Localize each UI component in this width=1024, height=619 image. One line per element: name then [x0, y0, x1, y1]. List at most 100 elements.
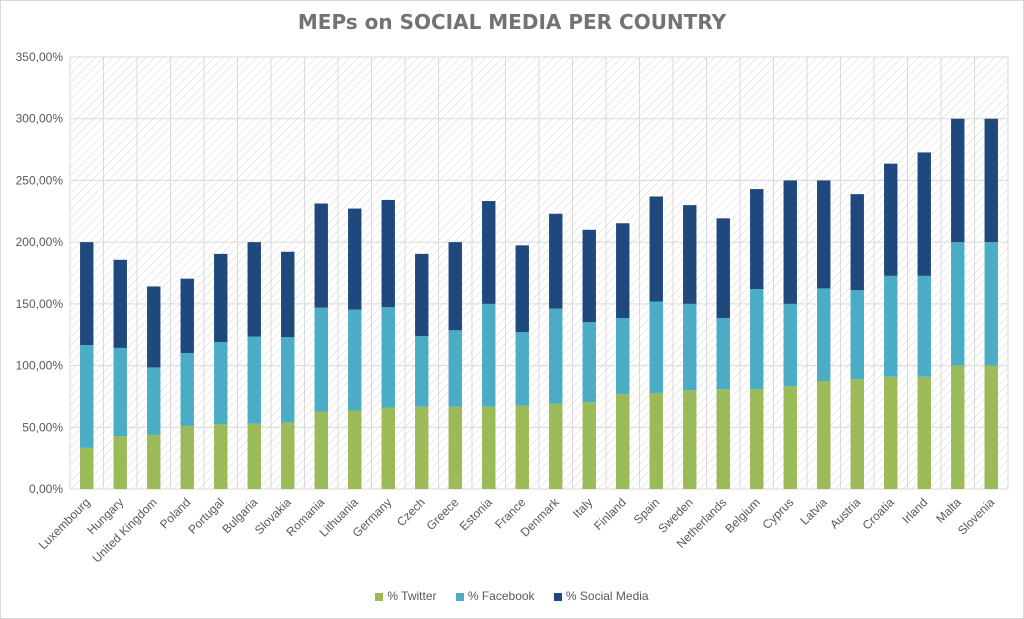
bar-segment-social-media — [80, 242, 94, 346]
x-tick-label: Slovenia — [955, 495, 998, 538]
bar-segment-facebook — [180, 352, 194, 427]
bar-segment-facebook — [515, 332, 529, 406]
bar-segment-twitter — [616, 394, 630, 489]
legend-swatch-social-media — [553, 592, 562, 601]
bar-segment-social-media — [147, 286, 161, 368]
bar-segment-social-media — [683, 205, 697, 304]
bar-segment-social-media — [247, 242, 261, 337]
y-tick-label: 100,00% — [16, 359, 64, 373]
bar-segment-social-media — [549, 213, 563, 309]
bars — [80, 118, 998, 489]
bar-segment-facebook — [951, 242, 965, 366]
bar-segment-social-media — [415, 253, 429, 337]
bar-segment-facebook — [448, 330, 462, 407]
legend-label-facebook: % Facebook — [467, 589, 535, 603]
bar-segment-twitter — [582, 402, 596, 489]
x-tick-label: Luxembourg — [36, 495, 93, 552]
y-tick-label: 50,00% — [22, 420, 63, 434]
bar-segment-twitter — [348, 410, 362, 489]
bar-segment-social-media — [381, 199, 395, 308]
x-tick-label: Irland — [899, 495, 930, 526]
x-tick-label: Cyprus — [760, 495, 797, 532]
bar-segment-social-media — [314, 203, 328, 308]
bar-segment-twitter — [917, 376, 931, 489]
bar-segment-social-media — [750, 189, 764, 290]
bar-segment-facebook — [750, 289, 764, 390]
bar-segment-social-media — [884, 163, 898, 276]
bar-segment-facebook — [683, 303, 697, 391]
bar-segment-twitter — [649, 392, 663, 489]
bar-segment-facebook — [80, 345, 94, 448]
bar-segment-social-media — [113, 259, 127, 348]
bar-segment-twitter — [716, 389, 730, 489]
x-tick-label: Portugal — [185, 495, 227, 537]
bar-segment-twitter — [515, 405, 529, 489]
bar-segment-twitter — [817, 381, 831, 489]
bar-segment-twitter — [683, 390, 697, 489]
bar-segment-facebook — [850, 290, 864, 380]
bar-segment-facebook — [582, 322, 596, 403]
bar-segment-social-media — [783, 180, 797, 304]
bar-segment-social-media — [716, 218, 730, 319]
bar-segment-twitter — [147, 434, 161, 489]
bar-segment-facebook — [113, 347, 127, 437]
legend-swatch-facebook — [455, 592, 464, 601]
bar-segment-facebook — [917, 275, 931, 377]
bar-segment-social-media — [515, 245, 529, 333]
bar-segment-twitter — [850, 379, 864, 489]
bar-segment-twitter — [247, 423, 261, 489]
bar-segment-facebook — [549, 308, 563, 404]
bar-segment-social-media — [180, 278, 194, 353]
bar-segment-facebook — [214, 341, 228, 425]
legend-item-twitter: % Twitter — [375, 589, 437, 603]
bar-segment-social-media — [951, 118, 965, 243]
x-tick-label: Belgium — [722, 495, 763, 536]
y-tick-label: 250,00% — [16, 173, 64, 187]
bar-segment-facebook — [649, 301, 663, 393]
bar-segment-twitter — [750, 389, 764, 489]
bar-segment-social-media — [348, 208, 362, 310]
bar-segment-twitter — [80, 447, 94, 489]
legend-item-social-media: % Social Media — [553, 589, 649, 603]
bar-segment-facebook — [381, 307, 395, 408]
bar-segment-social-media — [448, 242, 462, 331]
x-tick-label: Czech — [394, 495, 428, 529]
bar-segment-social-media — [817, 180, 831, 289]
bar-segment-twitter — [381, 407, 395, 489]
x-tick-label: Spain — [631, 495, 663, 527]
x-tick-label: Italy — [570, 495, 595, 520]
legend: % Twitter % Facebook % Social Media — [0, 589, 1024, 603]
bar-segment-social-media — [984, 118, 998, 243]
x-tick-label: Malta — [933, 495, 964, 526]
bar-segment-facebook — [482, 303, 496, 407]
bar-segment-facebook — [147, 367, 161, 435]
legend-item-facebook: % Facebook — [455, 589, 535, 603]
bar-segment-facebook — [783, 303, 797, 387]
bar-segment-facebook — [884, 275, 898, 377]
bar-segment-social-media — [281, 251, 295, 338]
bar-segment-twitter — [113, 436, 127, 489]
bar-segment-social-media — [850, 194, 864, 291]
x-tick-label: Greece — [424, 495, 462, 533]
bar-segment-twitter — [448, 406, 462, 489]
x-tick-label: Croatia — [860, 495, 897, 532]
bar-segment-twitter — [415, 406, 429, 489]
y-tick-label: 0,00% — [29, 482, 63, 496]
x-tick-label: Austria — [827, 495, 864, 532]
bar-segment-facebook — [817, 288, 831, 381]
y-tick-label: 200,00% — [16, 235, 64, 249]
bar-segment-facebook — [984, 242, 998, 366]
bar-segment-facebook — [716, 318, 730, 390]
bar-segment-facebook — [348, 309, 362, 411]
bar-segment-social-media — [917, 152, 931, 276]
legend-swatch-twitter — [375, 592, 384, 601]
bar-segment-facebook — [616, 318, 630, 395]
bar-segment-twitter — [281, 422, 295, 489]
legend-label-social-media: % Social Media — [565, 589, 649, 603]
y-tick-label: 150,00% — [16, 297, 64, 311]
bar-segment-twitter — [984, 365, 998, 489]
bar-segment-twitter — [214, 424, 228, 489]
y-tick-label: 350,00% — [16, 50, 64, 64]
bar-segment-social-media — [214, 253, 228, 342]
